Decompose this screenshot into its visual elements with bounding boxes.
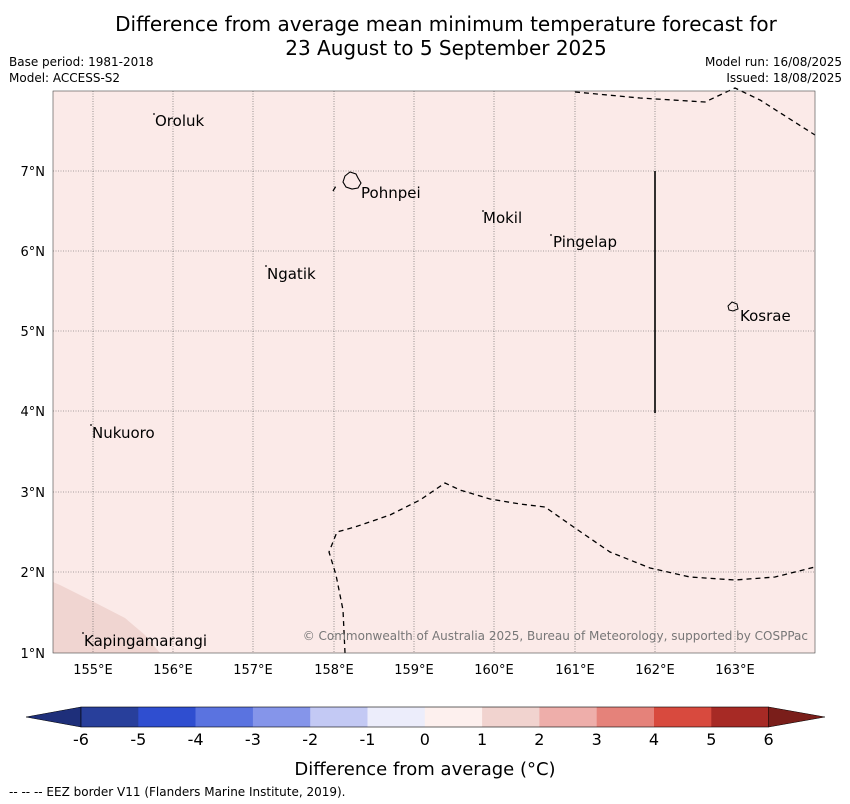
colorbar-segment bbox=[310, 707, 368, 727]
lat-tick-label: 1°N bbox=[21, 647, 46, 662]
lat-tick-label: 7°N bbox=[21, 165, 46, 180]
colorbar-extend-low bbox=[25, 706, 82, 728]
atoll-markers bbox=[82, 113, 552, 634]
map-background bbox=[53, 91, 815, 653]
lon-tick-label: 162°E bbox=[635, 663, 675, 678]
colorbar-tick-label: -6 bbox=[73, 730, 89, 749]
colorbar-segment bbox=[367, 707, 426, 727]
place-label-mokil: Mokil bbox=[483, 209, 522, 227]
colorbar-tick-label: 4 bbox=[649, 730, 659, 749]
anomaly-shading bbox=[53, 582, 160, 653]
colorbar-segment bbox=[252, 707, 311, 727]
lat-tick-label: 5°N bbox=[21, 325, 46, 340]
colorbar-tick-label: -2 bbox=[302, 730, 318, 749]
colorbar-frame bbox=[80, 706, 769, 728]
colorbar: -6 -5 -4 -3 -2 -1 0 1 2 3 4 5 6 bbox=[25, 706, 826, 749]
pohnpei-island bbox=[342, 171, 362, 190]
colorbar-tick-label: -1 bbox=[360, 730, 376, 749]
colorbar-tick-label: -3 bbox=[245, 730, 261, 749]
place-label-pohnpei: Pohnpei bbox=[361, 184, 421, 202]
copyright-notice: © Commonwealth of Australia 2025, Bureau… bbox=[303, 629, 808, 643]
lon-tick-label: 160°E bbox=[474, 663, 514, 678]
lon-tick-label: 161°E bbox=[555, 663, 595, 678]
map-frame bbox=[52, 90, 816, 654]
colorbar-tick-label: -4 bbox=[188, 730, 204, 749]
meta-left: Base period: 1981-2018 Model: ACCESS-S2 bbox=[9, 54, 154, 86]
lat-tick-label: 3°N bbox=[21, 486, 46, 501]
colorbar-segment bbox=[424, 707, 483, 727]
colorbar-segment bbox=[539, 707, 597, 727]
chart-title: Difference from average mean minimum tem… bbox=[0, 12, 850, 60]
eez-borders bbox=[328, 87, 816, 654]
colorbar-label: Difference from average (°C) bbox=[294, 759, 555, 780]
model-name: Model: ACCESS-S2 bbox=[9, 71, 121, 85]
title-line-1: Difference from average mean minimum tem… bbox=[115, 12, 777, 36]
lon-tick-label: 163°E bbox=[715, 663, 755, 678]
colorbar-segment bbox=[654, 707, 712, 727]
lon-tick-label: 155°E bbox=[73, 663, 113, 678]
model-run: Model run: 16/08/2025 bbox=[704, 55, 842, 69]
lat-tick-label: 2°N bbox=[21, 566, 46, 581]
colorbar-tick-label: 2 bbox=[534, 730, 544, 749]
place-label-kapingamarangi: Kapingamarangi bbox=[84, 632, 207, 650]
lon-tick-label: 157°E bbox=[233, 663, 273, 678]
colorbar-tick-label: -5 bbox=[130, 730, 146, 749]
graticule bbox=[53, 91, 815, 653]
colorbar-segment bbox=[596, 707, 655, 727]
colorbar-tick-label: 1 bbox=[477, 730, 487, 749]
colorbar-tick-label: 3 bbox=[592, 730, 602, 749]
place-label-oroluk: Oroluk bbox=[155, 112, 204, 130]
base-period: Base period: 1981-2018 bbox=[9, 55, 154, 69]
colorbar-tick-label: 6 bbox=[764, 730, 774, 749]
lon-tick-label: 156°E bbox=[153, 663, 193, 678]
title-line-2: 23 August to 5 September 2025 bbox=[285, 36, 607, 60]
lat-tick-label: 4°N bbox=[21, 405, 46, 420]
issued-date: Issued: 18/08/2025 bbox=[726, 71, 842, 85]
kosrae-island bbox=[727, 301, 739, 312]
colorbar-segment bbox=[81, 707, 139, 727]
lon-tick-label: 158°E bbox=[314, 663, 354, 678]
place-label-ngatik: Ngatik bbox=[267, 265, 316, 283]
colorbar-tick-label: 5 bbox=[706, 730, 716, 749]
footnote: -- -- -- EEZ border V11 (Flanders Marine… bbox=[9, 785, 346, 799]
place-label-nukuoro: Nukuoro bbox=[92, 424, 155, 442]
lon-tick-label: 159°E bbox=[394, 663, 434, 678]
colorbar-segment bbox=[711, 707, 769, 727]
colorbar-tick-label: 0 bbox=[420, 730, 430, 749]
colorbar-segment bbox=[195, 707, 254, 727]
place-label-kosrae: Kosrae bbox=[740, 307, 791, 325]
lat-tick-label: 6°N bbox=[21, 245, 46, 260]
place-label-pingelap: Pingelap bbox=[553, 233, 617, 251]
colorbar-segment bbox=[482, 707, 540, 727]
colorbar-extend-high bbox=[768, 706, 826, 728]
colorbar-segment bbox=[138, 707, 196, 727]
meta-right: Model run: 16/08/2025 Issued: 18/08/2025 bbox=[705, 54, 842, 86]
